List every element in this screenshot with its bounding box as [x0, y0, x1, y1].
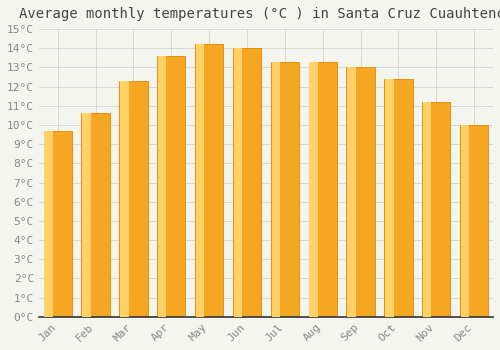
Bar: [196, 44, 204, 317]
Bar: [233, 48, 261, 317]
Bar: [82, 113, 110, 317]
Bar: [310, 62, 318, 317]
Bar: [195, 44, 224, 317]
Title: Average monthly temperatures (°C ) in Santa Cruz Cuauhtenco: Average monthly temperatures (°C ) in Sa…: [19, 7, 500, 21]
Bar: [119, 81, 148, 317]
Bar: [157, 56, 186, 317]
Bar: [158, 56, 166, 317]
Bar: [82, 113, 91, 317]
Bar: [308, 62, 337, 317]
Bar: [347, 68, 356, 317]
Bar: [385, 79, 394, 317]
Bar: [423, 102, 432, 317]
Bar: [460, 125, 488, 317]
Bar: [44, 131, 72, 317]
Bar: [422, 102, 450, 317]
Bar: [461, 125, 469, 317]
Bar: [120, 81, 128, 317]
Bar: [346, 68, 375, 317]
Bar: [384, 79, 412, 317]
Bar: [270, 62, 299, 317]
Bar: [44, 131, 53, 317]
Bar: [272, 62, 280, 317]
Bar: [234, 48, 242, 317]
